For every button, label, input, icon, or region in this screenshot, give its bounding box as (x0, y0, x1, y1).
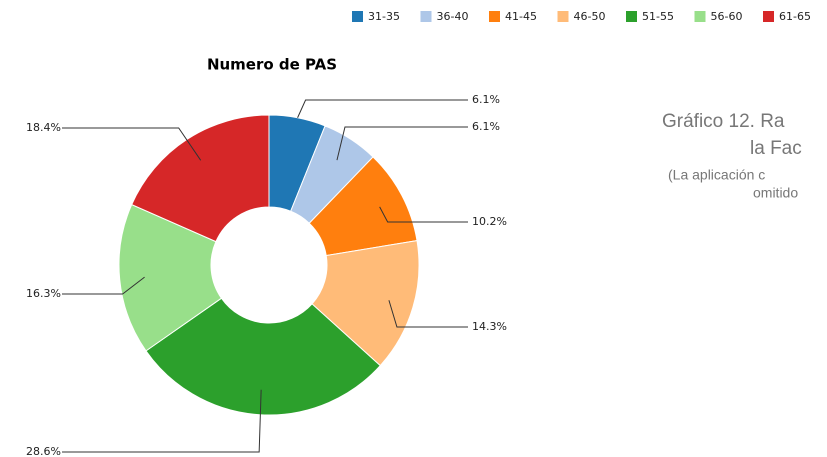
legend-label: 56-60 (711, 10, 743, 23)
legend-swatch (557, 11, 569, 22)
leader-line (62, 276, 145, 295)
leader-line (62, 127, 202, 161)
value-label: 10.2% (472, 215, 507, 228)
legend-swatch (694, 11, 706, 22)
legend-label: 41-45 (505, 10, 537, 23)
legend-swatch (352, 11, 363, 22)
legend-label: 31-35 (368, 10, 400, 23)
legend-label: 36-40 (437, 10, 469, 23)
value-label: 18.4% (26, 121, 61, 134)
value-label: 6.1% (472, 93, 500, 106)
value-label: 16.3% (26, 287, 61, 300)
donut-slice (118, 203, 223, 352)
legend-label: 61-65 (779, 10, 811, 23)
donut-slice (131, 114, 270, 243)
donut-slice (311, 240, 420, 367)
caption: la Fac (750, 138, 802, 159)
legend-swatch (420, 11, 432, 22)
legend-swatch (626, 11, 637, 22)
value-label: 28.6% (26, 445, 61, 457)
caption-note: (La aplicación c (668, 167, 765, 183)
leader-line (388, 300, 468, 328)
value-label: 14.3% (472, 320, 507, 333)
legend-label: 51-55 (642, 10, 674, 23)
leader-line (379, 206, 468, 223)
caption-note: omitido (753, 185, 798, 201)
legend-swatch (489, 11, 500, 22)
legend-label: 46-50 (574, 10, 606, 23)
leader-line (62, 389, 262, 453)
leader-line (297, 99, 468, 118)
value-label: 6.1% (472, 120, 500, 133)
caption: Gráfico 12. Ra (662, 111, 785, 132)
leader-line (336, 126, 468, 161)
legend-swatch (763, 11, 774, 22)
donut-slice (145, 297, 381, 416)
chart-title: Numero de PAS (207, 56, 337, 74)
